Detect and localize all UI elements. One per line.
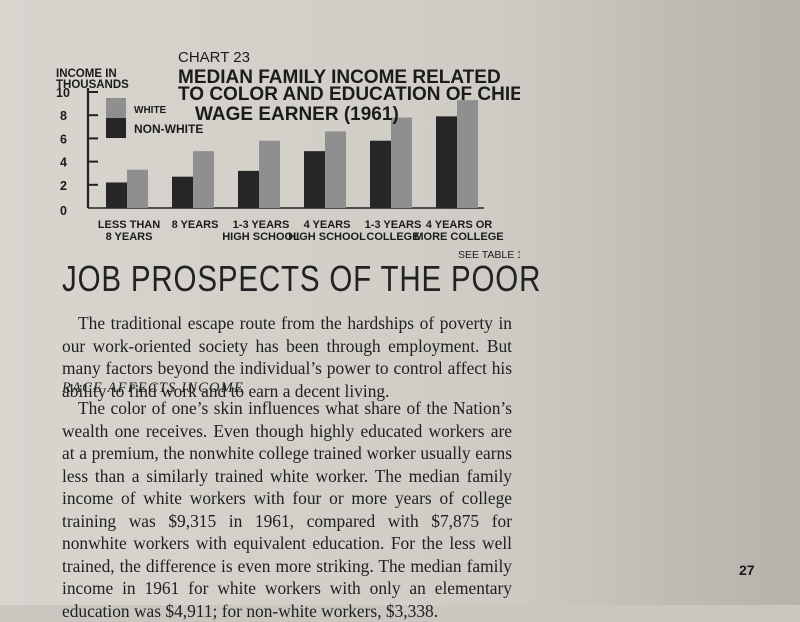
y-tick-label: 2 [60, 179, 67, 193]
chart-label: CHART 23 [178, 49, 250, 66]
category-label: 1-3 YEARS [365, 219, 422, 231]
legend-swatch-white [106, 98, 126, 118]
category-label: COLLEGE [366, 231, 419, 243]
bar-non-white [106, 182, 127, 208]
bar-white [259, 140, 280, 208]
category-label: 8 YEARS [106, 231, 153, 243]
category-label: HIGH SCHOOL [288, 231, 366, 243]
y-tick-label: 8 [60, 109, 67, 123]
chart-title-line: TO COLOR AND EDUCATION OF CHIEF [178, 84, 520, 105]
bar-non-white [436, 116, 457, 208]
subheading: RACE AFFECTS INCOME [62, 380, 245, 396]
section-heading: JOB PROSPECTS OF THE POOR [62, 258, 542, 299]
paragraph-intro: The traditional escape route from the ha… [62, 313, 512, 401]
category-label: 4 YEARS OR [426, 219, 492, 231]
bar-non-white [370, 140, 391, 208]
page-shadow [520, 0, 800, 605]
legend-label-white: WHITE [134, 105, 167, 116]
y-tick-label: 6 [60, 132, 67, 146]
category-label: HIGH SCHOOL [222, 231, 300, 243]
category-label: 4 YEARS [304, 219, 351, 231]
category-label: 1-3 YEARS [233, 219, 290, 231]
legend-swatch-non-white [106, 118, 126, 138]
y-tick-label: 10 [56, 86, 70, 100]
legend-label-non-white: NON-WHITE [134, 122, 203, 136]
bar-non-white [304, 151, 325, 208]
paragraph-race: The color of one’s skin influences what … [62, 398, 512, 621]
page-number: 27 [739, 562, 755, 578]
y-tick-label: 4 [60, 156, 67, 170]
category-label: MORE COLLEGE [414, 231, 503, 243]
chart-title-line: WAGE EARNER (1961) [195, 104, 399, 125]
bar-white [193, 151, 214, 208]
bar-white [127, 169, 148, 208]
bar-white [391, 117, 412, 208]
bar-non-white [238, 170, 259, 208]
chart-legend: WHITE NON-WHITE [106, 98, 203, 138]
chart-bars [106, 100, 478, 208]
bar-non-white [172, 176, 193, 208]
source-note: SEE TABLE 16 [458, 249, 520, 261]
chart-title-line: MEDIAN FAMILY INCOME RELATED [178, 67, 501, 88]
bar-white [457, 100, 478, 208]
y-tick-label: 0 [60, 204, 67, 218]
category-label: LESS THAN [98, 219, 160, 231]
y-axis-label: INCOME IN [56, 68, 117, 80]
category-label: 8 YEARS [172, 219, 219, 231]
y-axis-label: THOUSANDS [56, 79, 129, 91]
bar-white [325, 131, 346, 208]
